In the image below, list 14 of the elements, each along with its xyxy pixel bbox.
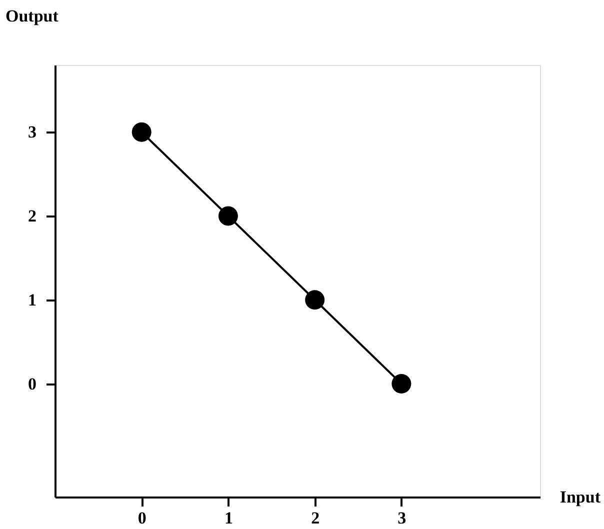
point — [218, 206, 238, 226]
x-tick-label: 1 — [224, 508, 233, 528]
x-tick-label: 3 — [398, 508, 406, 528]
y-tick-label: 2 — [28, 206, 36, 226]
x-tick-label: 0 — [138, 508, 146, 528]
point — [132, 122, 152, 142]
point — [392, 374, 412, 394]
y-axis-title: Output — [6, 6, 59, 26]
point — [305, 290, 325, 310]
y-tick-label: 0 — [28, 374, 36, 394]
x-tick-label: 2 — [311, 508, 320, 528]
y-tick-label: 3 — [28, 122, 36, 142]
y-tick-label: 1 — [28, 290, 36, 310]
x-axis-title: Input — [560, 488, 601, 506]
